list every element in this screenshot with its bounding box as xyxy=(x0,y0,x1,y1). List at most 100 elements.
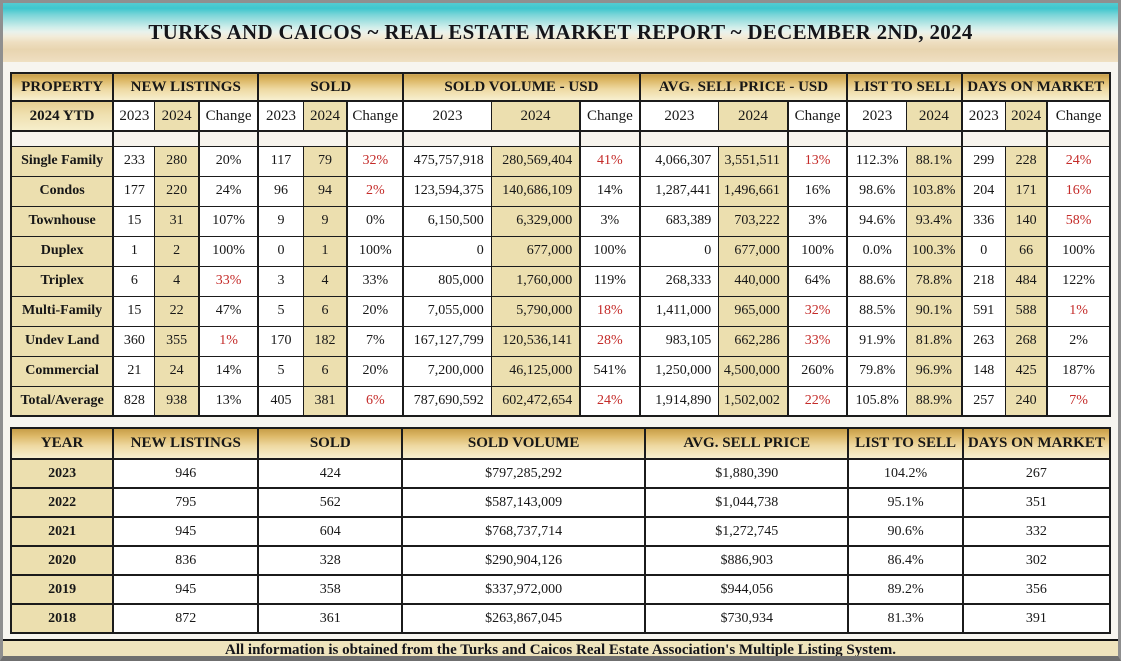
data-cell: $768,737,714 xyxy=(401,516,647,547)
data-cell: 95.1% xyxy=(847,487,964,518)
data-cell: $587,143,009 xyxy=(401,487,647,518)
data-cell: 228 xyxy=(1005,145,1048,177)
data-cell: 3,551,511 xyxy=(718,145,789,177)
data-cell: $730,934 xyxy=(644,603,850,634)
data-cell: 602,472,654 xyxy=(490,385,581,417)
data-cell: 32% xyxy=(786,295,848,327)
spacer-cell xyxy=(1005,130,1048,147)
data-cell: 938 xyxy=(154,385,200,417)
column-group-header: PROPERTY xyxy=(10,72,114,102)
data-cell: 120,536,141 xyxy=(490,325,581,357)
column-sub-header: 2024 xyxy=(490,100,581,132)
data-cell: 93.4% xyxy=(906,205,963,237)
data-cell: 88.5% xyxy=(846,295,908,327)
property-label: Triplex xyxy=(10,265,114,297)
property-label: Condos xyxy=(10,175,114,207)
column-sub-header: 2023 xyxy=(257,100,304,132)
data-cell: 100.3% xyxy=(906,235,963,267)
year-label: 2023 xyxy=(9,458,115,489)
column-sub-header: Change xyxy=(786,100,848,132)
data-cell: 1% xyxy=(1046,295,1111,327)
data-cell: 358 xyxy=(257,574,404,605)
column-sub-header: Change xyxy=(579,100,641,132)
data-cell: $1,272,745 xyxy=(644,516,850,547)
data-cell: 7,055,000 xyxy=(402,295,492,327)
data-cell: 263 xyxy=(960,325,1006,357)
data-cell: 41% xyxy=(579,145,641,177)
data-cell: 6,329,000 xyxy=(490,205,581,237)
table-row: Triplex 6 4 33% 3 4 33% 805,000 1,760,000 119% 268… xyxy=(10,265,1111,297)
data-cell: 21 xyxy=(112,355,156,387)
spacer-cell xyxy=(112,130,155,147)
data-cell: 31 xyxy=(154,205,200,237)
data-cell: 2% xyxy=(1046,325,1111,357)
data-cell: 81.8% xyxy=(906,325,963,357)
data-cell: $290,904,126 xyxy=(401,545,647,576)
data-cell: 6 xyxy=(112,265,156,297)
data-cell: 58% xyxy=(1046,205,1111,237)
data-cell: 268,333 xyxy=(638,265,720,297)
data-cell: 9 xyxy=(257,205,304,237)
data-cell: 683,389 xyxy=(638,205,720,237)
data-cell: $337,972,000 xyxy=(401,574,647,605)
column-sub-header: 2024 xyxy=(154,100,200,132)
column-header: NEW LISTINGS xyxy=(112,427,260,460)
data-cell: 90.1% xyxy=(906,295,963,327)
data-cell: 86.4% xyxy=(847,545,964,576)
column-group-header: LIST TO SELL xyxy=(846,72,963,102)
data-cell: 32% xyxy=(346,145,404,177)
data-cell: 233 xyxy=(112,145,156,177)
data-cell: 6,150,500 xyxy=(402,205,492,237)
column-sub-header: 2024 xyxy=(302,100,348,132)
data-cell: 4 xyxy=(302,265,348,297)
data-cell: 148 xyxy=(960,355,1006,387)
data-cell: 965,000 xyxy=(718,295,789,327)
data-cell: 260% xyxy=(786,355,848,387)
data-cell: 983,105 xyxy=(638,325,720,357)
data-cell: 5 xyxy=(257,295,304,327)
data-cell: 46,125,000 xyxy=(490,355,581,387)
data-cell: 1,496,661 xyxy=(718,175,789,207)
year-label: 2019 xyxy=(9,574,115,605)
table-row: 2018 872 361 $263,867,045 $730,934 81.3% 391 xyxy=(9,603,1112,634)
data-cell: 94.6% xyxy=(846,205,908,237)
data-cell: 15 xyxy=(112,295,156,327)
ytd-table-body: Single Family 233 280 20% 117 79 32% 475,757,91… xyxy=(10,130,1111,417)
property-label: Commercial xyxy=(10,355,114,387)
data-cell: 872 xyxy=(112,603,260,634)
data-cell: 356 xyxy=(961,574,1112,605)
data-cell: 946 xyxy=(112,458,260,489)
data-cell: 13% xyxy=(197,385,259,417)
data-cell: 98.6% xyxy=(846,175,908,207)
data-cell: 22 xyxy=(154,295,200,327)
column-sub-header: 2024 YTD xyxy=(10,100,114,132)
data-cell: 20% xyxy=(197,145,259,177)
data-cell: 79 xyxy=(302,145,348,177)
column-header: DAYS ON MARKET xyxy=(961,427,1112,460)
data-cell: 119% xyxy=(579,265,641,297)
data-cell: 351 xyxy=(961,487,1112,518)
spacer-cell xyxy=(402,130,492,147)
data-cell: 591 xyxy=(960,295,1006,327)
data-cell: 15 xyxy=(112,205,156,237)
data-cell: 117 xyxy=(257,145,304,177)
table-row: Townhouse 15 31 107% 9 9 0% 6,150,500 6,329,000 3… xyxy=(10,205,1111,237)
data-cell: 2% xyxy=(346,175,404,207)
beach-banner: TURKS AND CAICOS ~ REAL ESTATE MARKET RE… xyxy=(3,3,1118,62)
table-row: 2019 945 358 $337,972,000 $944,056 89.2% 356 xyxy=(9,574,1112,605)
year-label: 2020 xyxy=(9,545,115,576)
column-sub-header: 2024 xyxy=(718,100,789,132)
column-sub-header: 2024 xyxy=(906,100,963,132)
data-cell: 24% xyxy=(579,385,641,417)
data-cell: 391 xyxy=(961,603,1112,634)
data-cell: 88.1% xyxy=(906,145,963,177)
data-cell: 88.6% xyxy=(846,265,908,297)
data-cell: 16% xyxy=(786,175,848,207)
data-cell: 1,250,000 xyxy=(638,355,720,387)
data-cell: 795 xyxy=(112,487,260,518)
column-sub-header: 2023 xyxy=(112,100,156,132)
table-row: Multi-Family 15 22 47% 5 6 20% 7,055,000 5,790,0… xyxy=(10,295,1111,327)
data-cell: 4 xyxy=(154,265,200,297)
data-cell: 836 xyxy=(112,545,260,576)
ytd-market-table: PROPERTY NEW LISTINGS SOLD SOLD VOLUME - US… xyxy=(10,72,1111,417)
